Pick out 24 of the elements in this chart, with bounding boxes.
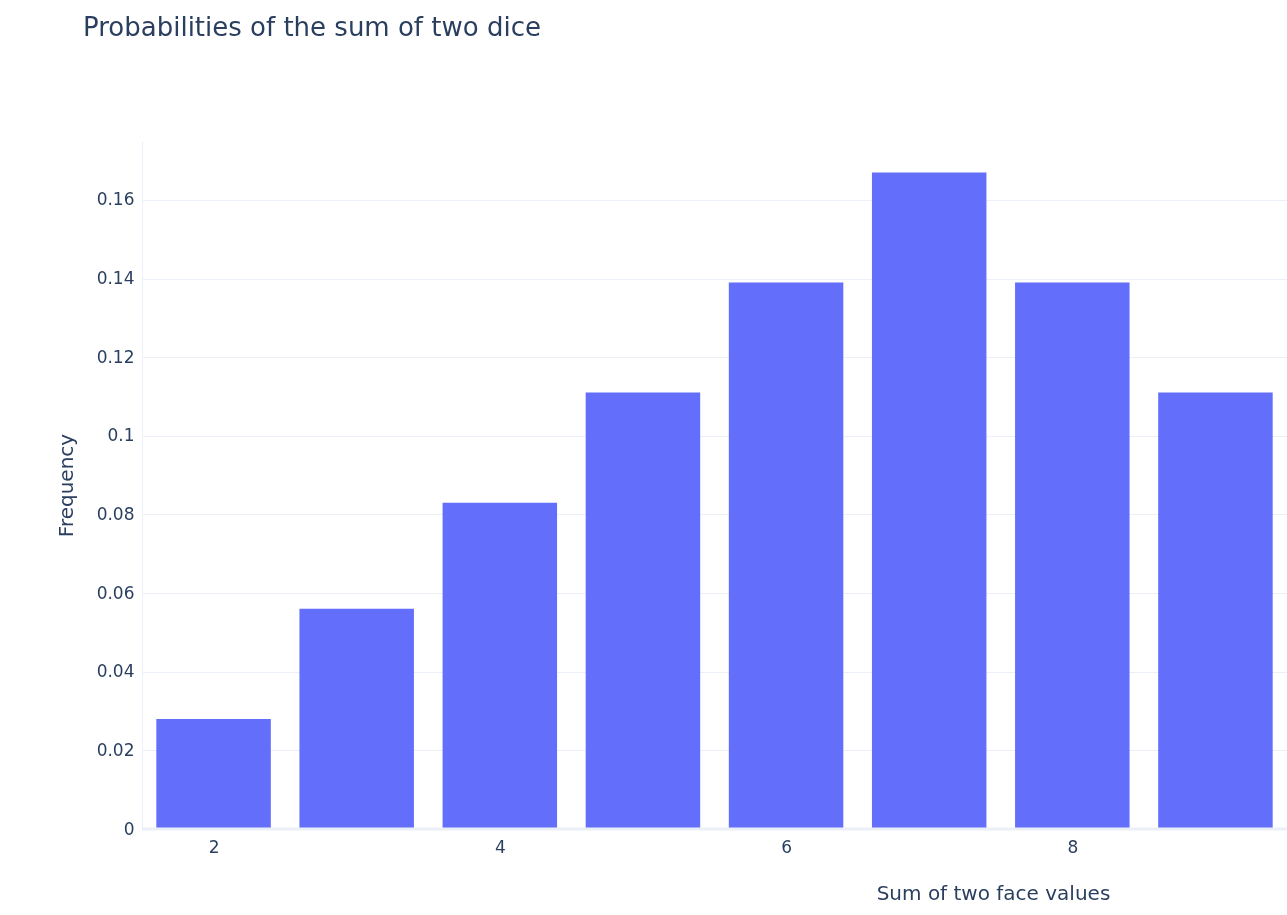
x-tick-label: 6 — [781, 836, 792, 857]
bar — [1015, 282, 1130, 829]
y-tick-label: 0.1 — [107, 425, 135, 446]
bar — [585, 392, 701, 829]
bar — [299, 608, 414, 829]
bar — [156, 718, 271, 829]
y-tick-label: 0.08 — [96, 503, 135, 524]
y-tick-label: 0.06 — [96, 582, 135, 603]
y-tick-label: 0.14 — [96, 268, 135, 289]
x-tick-label: 8 — [1067, 836, 1079, 857]
y-tick-label: 0.16 — [96, 189, 135, 210]
y-axis-title: Frequency — [53, 433, 78, 538]
y-tick-label: 0.02 — [96, 739, 135, 760]
bar — [871, 172, 987, 829]
y-tick-label: 0.12 — [96, 346, 135, 367]
y-tick-label: 0.04 — [96, 661, 135, 682]
x-axis-title: Sum of two face values — [876, 880, 1111, 905]
bar — [728, 282, 844, 829]
bar — [1158, 392, 1273, 829]
y-tick-label: 0 — [123, 818, 135, 839]
bar — [442, 502, 558, 829]
x-tick-label: 4 — [494, 836, 506, 857]
chart-title: Probabilities of the sum of two dice — [83, 12, 541, 42]
x-tick-label: 2 — [208, 836, 220, 857]
